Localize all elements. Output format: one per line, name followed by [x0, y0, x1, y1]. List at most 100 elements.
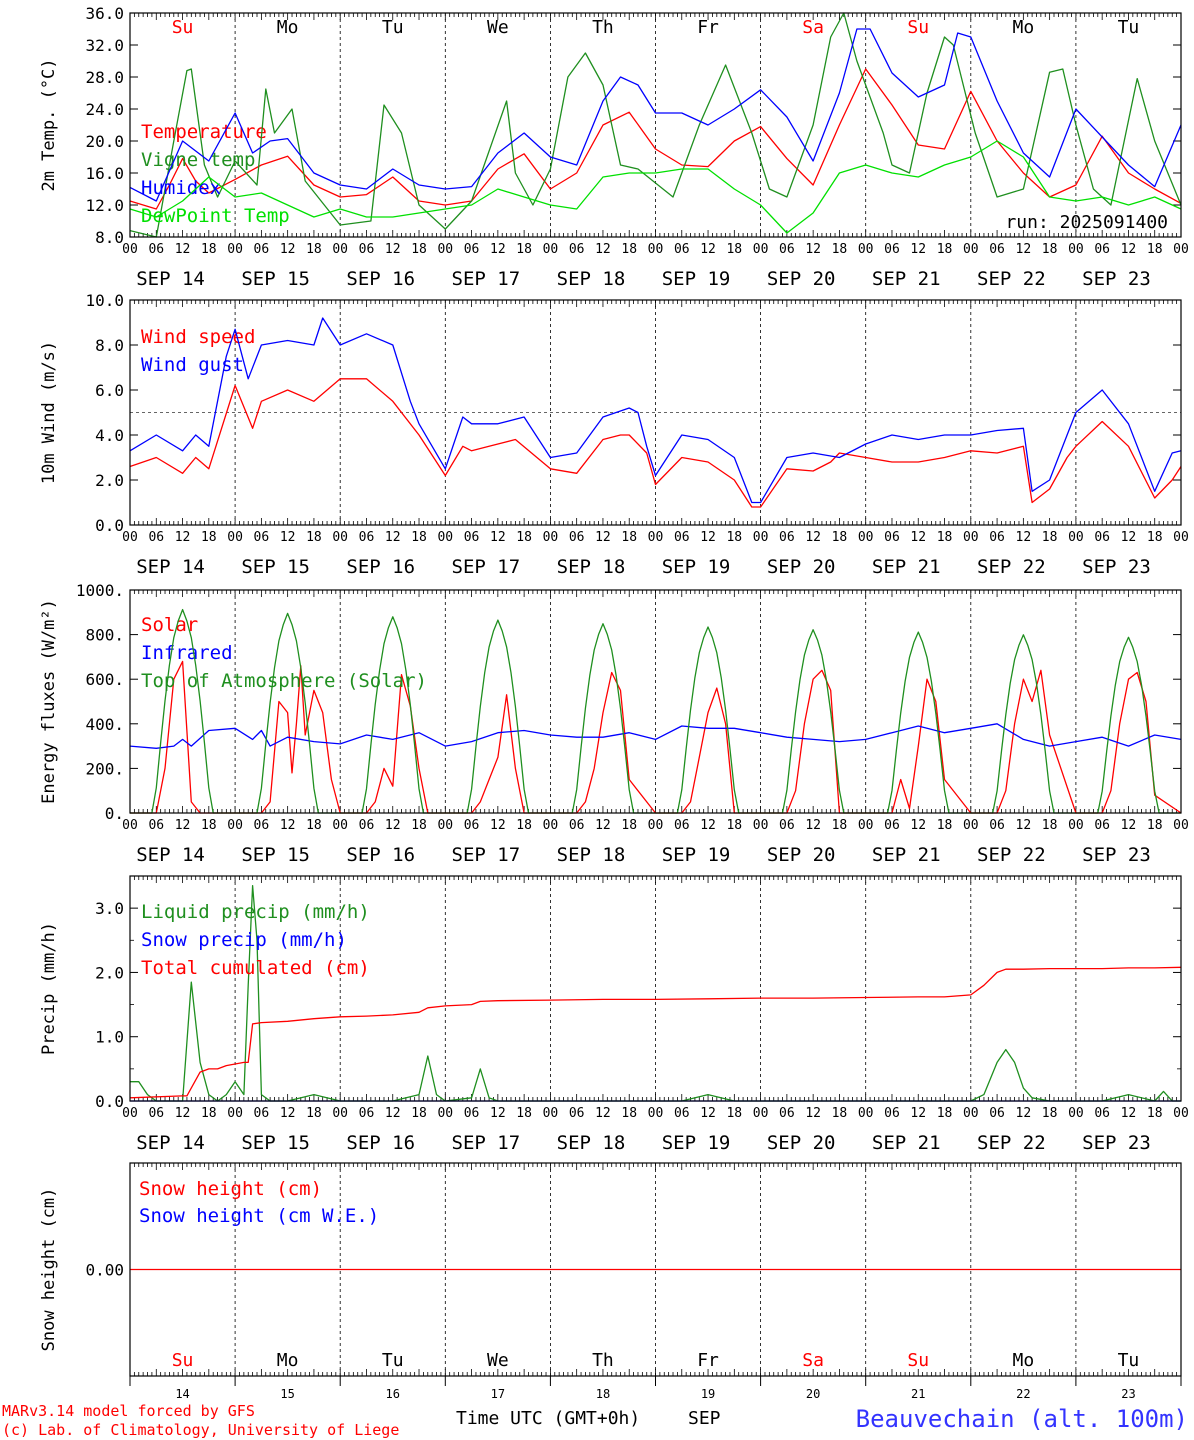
- y-tick-label: 1.0: [95, 1028, 124, 1047]
- hour-tick-label: 06: [1094, 818, 1110, 833]
- plot-frame: [129, 12, 1182, 238]
- date-label: SEP 20: [767, 1132, 836, 1154]
- date-label: SEP 20: [767, 556, 836, 578]
- hour-tick-label: 18: [937, 818, 953, 833]
- date-label: SEP 23: [1082, 556, 1151, 578]
- hour-tick-label: 00: [122, 530, 138, 545]
- day-of-week-label: Tu: [1118, 17, 1140, 38]
- date-label: SEP 18: [557, 556, 626, 578]
- hour-tick-label: 06: [148, 242, 164, 257]
- hour-tick-label: 18: [1042, 1106, 1058, 1121]
- day-of-week-label: Mo: [1013, 1350, 1035, 1371]
- legend-entry: Snow height (cm W.E.): [139, 1205, 379, 1227]
- hour-tick-label: 06: [359, 530, 375, 545]
- precip-panel: 0.0 1.0 2.0 3.0 Precip (mm/h) Liquid precip (…: [39, 875, 1189, 1154]
- hour-tick-label: 00: [122, 1106, 138, 1121]
- hour-tick-label: 06: [464, 530, 480, 545]
- hour-tick-label: 06: [779, 242, 795, 257]
- hour-tick-label: 06: [1094, 242, 1110, 257]
- legend-entry: DewPoint Temp: [141, 205, 290, 227]
- hour-tick-label: 00: [227, 242, 243, 257]
- hour-tick-label: 12: [1016, 818, 1032, 833]
- hour-tick-label: 18: [832, 530, 848, 545]
- date-label: SEP 17: [452, 1132, 521, 1154]
- day-number-label: 18: [596, 1387, 610, 1401]
- date-label: SEP 21: [872, 844, 941, 866]
- temperature-panel: 8.0 12.0 16.0 20.0 24.0 28.0 32.0 36.0 2m Temp. …: [39, 4, 1189, 290]
- hour-tick-label: 12: [280, 1106, 296, 1121]
- hour-tick-label: 06: [779, 818, 795, 833]
- hour-tick-label: 12: [175, 242, 191, 257]
- date-label: SEP 15: [241, 1132, 310, 1154]
- legend-entry: Snow precip (mm/h): [141, 929, 347, 951]
- legend-entry: Total cumulated (cm): [141, 957, 370, 979]
- hour-tick-label: 06: [359, 1106, 375, 1121]
- hour-tick-label: 12: [910, 242, 926, 257]
- legend-entry: Infrared: [141, 642, 233, 664]
- hour-tick-label: 00: [543, 242, 559, 257]
- hour-tick-label: 00: [437, 530, 453, 545]
- hour-tick-label: 00: [1068, 818, 1084, 833]
- date-label: SEP 23: [1082, 268, 1151, 290]
- hour-tick-label: 00: [1068, 242, 1084, 257]
- hour-tick-label: 18: [411, 530, 427, 545]
- date-label: SEP 15: [241, 844, 310, 866]
- hour-tick-label: 06: [884, 1106, 900, 1121]
- footer: MARv3.14 model forced by GFS (c) Lab. of…: [2, 1402, 1188, 1439]
- series-humidex: [129, 28, 1182, 202]
- hour-tick-label: 00: [858, 242, 874, 257]
- hour-tick-label: 12: [385, 242, 401, 257]
- hour-tick-label: 18: [621, 1106, 637, 1121]
- date-label: SEP 16: [346, 1132, 415, 1154]
- station-name: Beauvechain (alt. 100m): [856, 1405, 1188, 1433]
- hour-tick-label: 12: [175, 530, 191, 545]
- y-tick-label: 3.0: [95, 899, 124, 918]
- date-label: SEP 18: [557, 844, 626, 866]
- hour-tick-label: 12: [595, 530, 611, 545]
- hour-tick-label: 00: [227, 1106, 243, 1121]
- date-label: SEP 15: [241, 268, 310, 290]
- legend-entry: Solar: [141, 614, 198, 636]
- hour-tick-label: 18: [726, 818, 742, 833]
- legend-entry: Wind speed: [141, 326, 255, 348]
- hour-tick-label: 18: [832, 242, 848, 257]
- hour-tick-label: 12: [490, 818, 506, 833]
- y-tick-label: 800.: [85, 626, 124, 645]
- y-tick-label: 0.0: [95, 1092, 124, 1111]
- y-tick-label: 28.0: [85, 68, 124, 87]
- y-tick-label: 12.0: [85, 196, 124, 215]
- hour-tick-label: 18: [621, 242, 637, 257]
- hour-tick-label: 12: [805, 818, 821, 833]
- date-label: SEP 16: [346, 844, 415, 866]
- plot-frame: [129, 299, 1182, 526]
- series-dewpoint-temp: [129, 140, 1182, 234]
- hour-tick-label: 12: [1016, 242, 1032, 257]
- date-label: SEP 21: [872, 268, 941, 290]
- date-label: SEP 22: [977, 1132, 1046, 1154]
- snow-y-axis-label: Snow height (cm): [39, 1188, 59, 1352]
- hour-tick-label: 18: [516, 818, 532, 833]
- day-number-label: 22: [1016, 1387, 1030, 1401]
- y-tick-label: 2.0: [95, 963, 124, 982]
- hour-tick-label: 06: [464, 818, 480, 833]
- hour-tick-label: 12: [175, 1106, 191, 1121]
- hour-tick-label: 06: [884, 530, 900, 545]
- hour-tick-label: 18: [937, 1106, 953, 1121]
- date-label: SEP 17: [452, 556, 521, 578]
- hour-tick-label: 18: [516, 1106, 532, 1121]
- hour-tick-label: 18: [621, 530, 637, 545]
- date-label: SEP 18: [557, 268, 626, 290]
- date-label: SEP 20: [767, 844, 836, 866]
- y-tick-label: 16.0: [85, 164, 124, 183]
- hour-tick-label: 00: [963, 242, 979, 257]
- hour-tick-label: 00: [227, 530, 243, 545]
- hour-tick-label: 06: [359, 818, 375, 833]
- hour-tick-label: 18: [411, 818, 427, 833]
- hour-tick-label: 06: [254, 242, 270, 257]
- hour-tick-label: 18: [411, 242, 427, 257]
- hour-tick-label: 18: [937, 242, 953, 257]
- precip-y-axis-label: Precip (mm/h): [39, 922, 59, 1055]
- hour-tick-label: 00: [963, 818, 979, 833]
- hour-tick-label: 06: [674, 1106, 690, 1121]
- hour-ticks: [129, 13, 1182, 237]
